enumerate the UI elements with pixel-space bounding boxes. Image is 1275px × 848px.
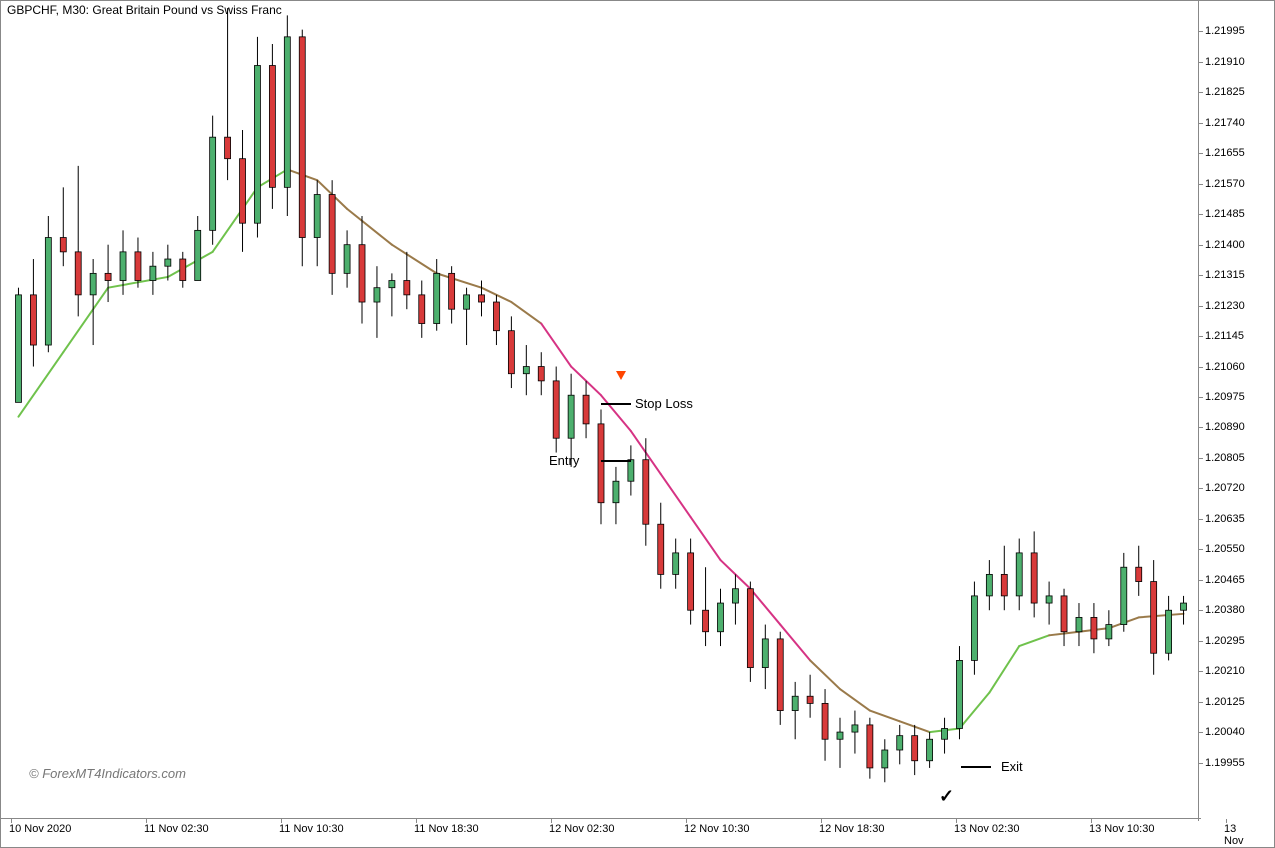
sell-arrow-icon bbox=[616, 371, 626, 380]
y-tick-label: 1.21655 bbox=[1199, 147, 1245, 159]
y-tick-label: 1.21995 bbox=[1199, 25, 1245, 37]
chart-svg bbox=[1, 1, 1201, 821]
y-tick-label: 1.20550 bbox=[1199, 543, 1245, 555]
y-tick-label: 1.19955 bbox=[1199, 757, 1245, 769]
y-tick-label: 1.21060 bbox=[1199, 361, 1245, 373]
y-tick-label: 1.20465 bbox=[1199, 574, 1245, 586]
y-tick-label: 1.21145 bbox=[1199, 330, 1244, 342]
x-tick-label: 12 Nov 10:30 bbox=[684, 823, 749, 835]
entry-label: Entry bbox=[549, 453, 579, 468]
x-tick-label: 11 Nov 18:30 bbox=[414, 823, 479, 835]
y-tick-label: 1.20295 bbox=[1199, 635, 1245, 647]
x-tick-label: 12 Nov 18:30 bbox=[819, 823, 884, 835]
y-tick-label: 1.21485 bbox=[1199, 208, 1245, 220]
y-tick-label: 1.21740 bbox=[1199, 117, 1245, 129]
plot-area[interactable]: © ForexMT4Indicators.com Stop Loss Entry E… bbox=[1, 1, 1201, 821]
y-tick-label: 1.21230 bbox=[1199, 300, 1245, 312]
y-tick-label: 1.21400 bbox=[1199, 239, 1245, 251]
exit-line bbox=[961, 766, 991, 768]
y-tick-label: 1.20805 bbox=[1199, 452, 1245, 464]
x-axis: 10 Nov 2020 11 Nov 02:30 11 Nov 10:30 11 No… bbox=[1, 818, 1201, 847]
x-tick-label: 13 Nov 02:30 bbox=[954, 823, 1019, 835]
x-tick-label: 10 Nov 2020 bbox=[9, 823, 71, 835]
y-tick-label: 1.20720 bbox=[1199, 482, 1245, 494]
x-tick-label: 13 Nov 10:30 bbox=[1089, 823, 1154, 835]
y-tick-label: 1.21910 bbox=[1199, 56, 1245, 68]
y-tick-label: 1.20210 bbox=[1199, 665, 1245, 677]
y-tick-label: 1.21825 bbox=[1199, 86, 1245, 98]
chart-container[interactable]: GBPCHF, M30: Great Britain Pound vs Swis… bbox=[0, 0, 1275, 848]
y-axis: 1.21995 1.21910 1.21825 1.21740 1.21655 1.215… bbox=[1198, 1, 1274, 821]
y-tick-label: 1.20635 bbox=[1199, 513, 1245, 525]
y-tick-label: 1.20890 bbox=[1199, 421, 1245, 433]
check-icon: ✓ bbox=[939, 786, 954, 807]
stop-loss-label: Stop Loss bbox=[635, 396, 693, 411]
y-tick-label: 1.20040 bbox=[1199, 726, 1245, 738]
y-tick-label: 1.20125 bbox=[1199, 696, 1245, 708]
watermark: © ForexMT4Indicators.com bbox=[29, 766, 186, 781]
x-tick-label: 11 Nov 02:30 bbox=[144, 823, 209, 835]
exit-label: Exit bbox=[1001, 759, 1023, 774]
y-tick-label: 1.20380 bbox=[1199, 604, 1245, 616]
x-tick-label: 11 Nov 10:30 bbox=[279, 823, 344, 835]
y-tick-label: 1.20975 bbox=[1199, 391, 1245, 403]
y-tick-label: 1.21570 bbox=[1199, 178, 1245, 190]
x-tick-label: 13 Nov 18:30 bbox=[1224, 823, 1252, 848]
y-tick-label: 1.21315 bbox=[1199, 269, 1245, 281]
stop-loss-line bbox=[601, 403, 631, 405]
entry-line bbox=[601, 460, 631, 462]
x-tick-label: 12 Nov 02:30 bbox=[549, 823, 614, 835]
